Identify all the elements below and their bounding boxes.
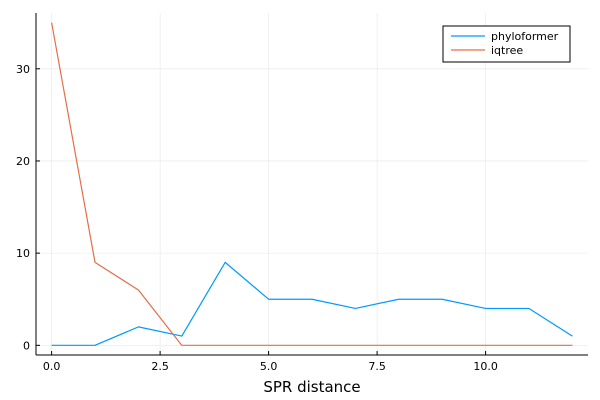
grid-lines [36, 13, 588, 355]
legend-box [442, 25, 571, 63]
axes: 0.0 2.5 5.0 7.5 10.0 0 10 20 30 [16, 13, 588, 373]
y-tick-label: 10 [16, 247, 30, 260]
legend-label-phyloformer: phyloformer [491, 30, 559, 43]
series-line-iqtree [51, 22, 573, 346]
x-tick-label: 7.5 [368, 360, 386, 373]
x-tick-label: 10.0 [473, 360, 498, 373]
y-tick-label: 20 [16, 155, 30, 168]
x-tick-label: 0.0 [43, 360, 61, 373]
y-tick-label: 30 [16, 63, 30, 76]
series-lines [51, 22, 573, 346]
series-line-phyloformer [51, 261, 573, 346]
x-tick-label: 2.5 [151, 360, 169, 373]
legend-label-iqtree: iqtree [491, 44, 523, 57]
y-tick-label: 0 [23, 339, 30, 352]
x-axis-title: SPR distance [263, 378, 360, 396]
x-tick-label: 5.0 [260, 360, 278, 373]
legend: phyloformer iqtree [442, 25, 571, 63]
